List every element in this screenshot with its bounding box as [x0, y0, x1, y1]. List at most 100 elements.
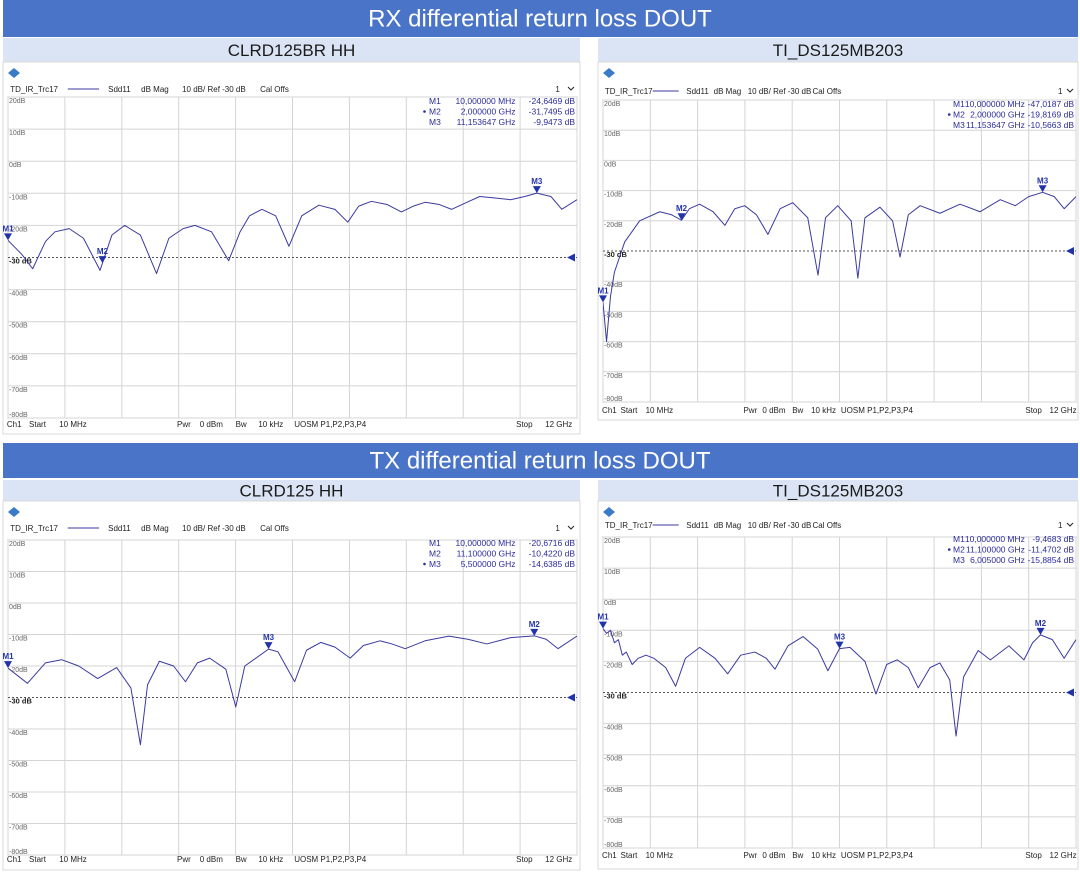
y-tick-label: -60dB: [9, 355, 28, 362]
marker-name: M3: [953, 555, 965, 565]
trace: [8, 635, 577, 746]
footer-item: Pwr: [177, 420, 191, 429]
channel-number: 1: [555, 85, 560, 94]
marker-x: 10,000000 MHz: [965, 99, 1025, 109]
marker-x: 2,000000 GHz: [970, 110, 1025, 120]
section-banner: [3, 443, 1078, 478]
marker-label: M1: [2, 652, 14, 661]
footer-item: 12 GHz: [1050, 406, 1077, 415]
marker-x: 6,005000 GHz: [970, 555, 1025, 565]
footer-item: 10 kHz: [258, 420, 283, 429]
footer-item: Start: [29, 420, 47, 429]
y-tick-label: 0dB: [9, 604, 22, 611]
header-item: Sdd11: [108, 524, 131, 533]
footer-item: 10 MHz: [646, 851, 674, 860]
marker-y: -20,6716 dB: [529, 538, 576, 548]
y-tick-label: -50dB: [604, 312, 623, 319]
header-item: Cal Offs: [813, 87, 842, 96]
y-tick-label: -30 dB: [604, 250, 628, 259]
marker: [4, 233, 12, 241]
y-tick-label: -30 dB: [9, 697, 33, 706]
chart-title: CLRD125BR HH: [228, 41, 356, 60]
marker-y: -10,5663 dB: [1028, 120, 1075, 130]
y-tick-label: -80dB: [9, 412, 28, 419]
y-tick-label: -60dB: [9, 793, 28, 800]
y-tick-label: -70dB: [604, 818, 623, 825]
footer-item: UOSM P1,P2,P3,P4: [841, 851, 914, 860]
y-tick-label: -10dB: [9, 194, 28, 201]
subtitle-bar: [3, 480, 580, 501]
footer-item: UOSM P1,P2,P3,P4: [841, 406, 914, 415]
marker-label: M2: [1035, 619, 1047, 628]
y-tick-label: -30 dB: [9, 257, 33, 266]
marker: [599, 621, 607, 629]
footer-item: 0 dBm: [200, 420, 223, 429]
marker-name: M3: [429, 559, 441, 569]
marker-label: M3: [263, 633, 275, 642]
footer-item: 0 dBm: [200, 855, 223, 864]
y-tick-label: 20dB: [604, 538, 621, 545]
y-tick-label: -80dB: [604, 396, 623, 403]
active-marker-dot: [947, 113, 951, 116]
y-tick-label: 0dB: [604, 600, 617, 607]
active-marker-dot: [423, 562, 426, 566]
marker-x: 10,000000 MHz: [456, 538, 516, 548]
marker-y: -11,4702 dB: [1028, 545, 1074, 555]
footer-item: 10 MHz: [59, 420, 87, 429]
marker-x: 2,000000 GHz: [461, 107, 516, 117]
marker-x: 11,153647 GHz: [966, 120, 1025, 130]
y-tick-label: -10dB: [9, 636, 28, 643]
y-tick-label: -80dB: [9, 849, 28, 856]
y-tick-label: -70dB: [9, 825, 28, 832]
channel-chevron: [567, 525, 575, 530]
marker-name: M2: [429, 549, 441, 559]
footer-item: 0 dBm: [762, 851, 785, 860]
footer-item: 12 GHz: [545, 420, 572, 429]
header-item: dB Mag: [714, 521, 742, 530]
header-item: dB Mag: [714, 87, 742, 96]
footer-item: 0 dBm: [762, 406, 785, 415]
marker-label: M3: [834, 633, 846, 642]
header-item: 10 dB/ Ref -30 dB: [748, 521, 812, 530]
y-tick-label: -20dB: [604, 222, 623, 229]
marker-name: M3: [429, 117, 441, 127]
header-item: Sdd11: [108, 85, 131, 94]
y-tick-label: -40dB: [604, 282, 623, 289]
trace: [603, 628, 1076, 737]
chart-title: TI_DS125MB203: [773, 41, 903, 60]
y-tick-label: 10dB: [9, 573, 26, 580]
trace-name: TD_IR_Trc17: [10, 85, 58, 94]
footer-item: Start: [29, 855, 47, 864]
channel-number: 1: [1058, 521, 1063, 530]
footer-item: Stop: [516, 420, 533, 429]
y-tick-label: 20dB: [604, 101, 621, 108]
footer-item: Stop: [1025, 406, 1042, 415]
y-tick-label: -40dB: [9, 291, 28, 298]
footer-item: Ch1: [7, 855, 22, 864]
footer-item: Bw: [792, 406, 803, 415]
y-tick-label: 20dB: [9, 98, 26, 105]
marker-label: M2: [676, 204, 688, 213]
marker-y: -19,8169 dB: [1028, 110, 1075, 120]
marker-x: 10,000000 MHz: [456, 96, 516, 106]
y-tick-label: -50dB: [9, 323, 28, 330]
footer-item: Stop: [1025, 851, 1042, 860]
y-tick-label: 20dB: [9, 541, 26, 548]
trace: [8, 192, 577, 275]
y-tick-label: -10dB: [604, 631, 623, 638]
marker: [1036, 627, 1045, 635]
marker: [264, 642, 273, 650]
y-tick-label: 0dB: [9, 162, 22, 169]
footer-item: Pwr: [177, 855, 191, 864]
y-tick-label: -50dB: [9, 762, 28, 769]
footer-item: UOSM P1,P2,P3,P4: [294, 420, 367, 429]
header-item: Cal Offs: [813, 521, 842, 530]
marker: [599, 295, 607, 303]
footer-item: Bw: [236, 420, 247, 429]
y-tick-label: 10dB: [604, 569, 621, 576]
marker-x: 11,153647 GHz: [457, 117, 516, 127]
marker-name: M3: [953, 120, 965, 130]
marker-x: 11,100000 GHz: [966, 545, 1025, 555]
